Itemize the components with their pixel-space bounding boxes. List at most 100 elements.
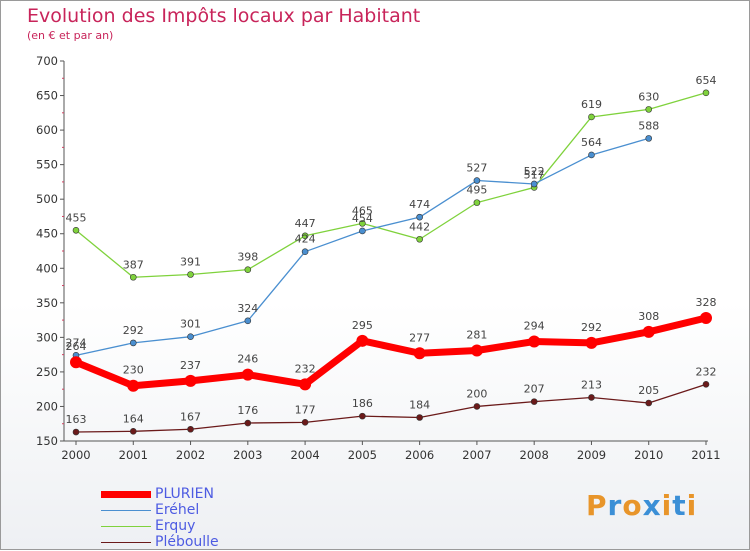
data-point-plurien bbox=[184, 374, 197, 387]
logo-letter: x bbox=[642, 489, 662, 522]
data-point-erquy bbox=[244, 266, 252, 273]
data-point-pleboulle bbox=[301, 419, 309, 426]
data-point-plurien bbox=[127, 379, 140, 392]
data-label-pleboulle: 205 bbox=[638, 384, 659, 397]
data-point-pleboulle bbox=[72, 428, 80, 436]
data-label-erquy: 447 bbox=[295, 217, 316, 230]
data-label-erquy: 465 bbox=[352, 204, 373, 217]
data-label-pleboulle: 164 bbox=[123, 412, 144, 425]
data-point-erquy bbox=[588, 113, 595, 121]
data-label-plurien: 246 bbox=[237, 353, 258, 366]
data-point-plurien bbox=[70, 356, 82, 369]
data-point-plurien bbox=[241, 368, 254, 381]
logo-letter: i bbox=[661, 489, 673, 522]
series-layer bbox=[70, 89, 712, 436]
y-tick-label: 550 bbox=[36, 158, 58, 172]
data-point-erquy bbox=[359, 220, 366, 227]
data-label-erehel: 324 bbox=[237, 302, 258, 315]
chart-subtitle: (en € et par an) bbox=[27, 29, 114, 42]
y-tick-label: 450 bbox=[36, 227, 58, 241]
legend-label-erehel: Eréhel bbox=[155, 502, 200, 518]
data-point-pleboulle bbox=[359, 412, 366, 420]
data-label-erehel: 424 bbox=[295, 233, 316, 246]
legend-item-erquy: Erquy bbox=[101, 518, 281, 535]
y-tick-label: 700 bbox=[36, 54, 58, 68]
data-point-erquy bbox=[702, 89, 710, 97]
data-label-erehel: 474 bbox=[409, 198, 430, 211]
data-label-pleboulle: 213 bbox=[581, 378, 602, 391]
data-label-erquy: 391 bbox=[180, 255, 201, 268]
data-label-pleboulle: 207 bbox=[524, 383, 545, 396]
data-point-erehel bbox=[244, 317, 252, 325]
x-tick-label: 2009 bbox=[577, 448, 606, 462]
data-label-plurien: 328 bbox=[696, 296, 717, 309]
data-label-pleboulle: 232 bbox=[696, 365, 717, 378]
logo-letter: r bbox=[607, 489, 623, 522]
data-label-erehel: 522 bbox=[524, 165, 545, 178]
data-label-erquy: 654 bbox=[696, 74, 717, 87]
proxiti-logo: Proxiti bbox=[586, 489, 697, 522]
data-label-pleboulle: 176 bbox=[237, 404, 258, 417]
data-point-erehel bbox=[473, 177, 481, 184]
data-label-erquy: 398 bbox=[237, 251, 258, 264]
logo-letter: P bbox=[586, 489, 608, 522]
data-point-plurien bbox=[356, 334, 369, 347]
y-tick-label: 250 bbox=[36, 365, 58, 379]
legend-label-plurien: PLURIEN bbox=[155, 486, 214, 502]
data-label-pleboulle: 186 bbox=[352, 397, 373, 410]
chart-legend: PLURIEN Eréhel Erquy Pléboulle bbox=[101, 486, 281, 551]
data-label-erehel: 527 bbox=[466, 162, 487, 175]
data-label-erehel: 301 bbox=[180, 318, 201, 331]
legend-swatch-plurien bbox=[101, 491, 151, 498]
data-label-erehel: 454 bbox=[352, 212, 373, 225]
data-point-plurien bbox=[528, 335, 541, 348]
data-label-erquy: 517 bbox=[524, 168, 545, 181]
data-point-erehel bbox=[416, 213, 423, 221]
data-label-plurien: 294 bbox=[524, 320, 545, 333]
data-point-pleboulle bbox=[702, 381, 710, 388]
data-point-erquy bbox=[187, 271, 194, 278]
data-point-erquy bbox=[129, 273, 137, 281]
data-labels-layer: 163 164 167 176 177 186 184 200 207 213 205 232 455 3… bbox=[66, 74, 717, 426]
data-point-plurien bbox=[642, 325, 655, 338]
data-point-pleboulle bbox=[187, 425, 194, 433]
x-tick-label: 2008 bbox=[520, 448, 549, 462]
data-point-plurien bbox=[470, 344, 483, 357]
data-label-pleboulle: 167 bbox=[180, 410, 201, 423]
data-label-plurien: 292 bbox=[581, 321, 602, 334]
series-line-pleboulle bbox=[75, 383, 707, 433]
y-tick-label: 350 bbox=[36, 296, 58, 310]
data-label-plurien: 308 bbox=[638, 310, 659, 323]
data-point-pleboulle bbox=[588, 394, 595, 401]
data-point-erehel bbox=[301, 248, 309, 255]
x-tick-label: 2000 bbox=[61, 448, 90, 462]
data-label-erehel: 292 bbox=[123, 324, 144, 337]
data-label-erquy: 495 bbox=[466, 184, 487, 197]
chart-axes: 150 200 250 300 350 400 450 500 550 600 650 700 2000… bbox=[36, 54, 721, 462]
x-tick-label: 2006 bbox=[405, 448, 434, 462]
data-label-pleboulle: 163 bbox=[66, 413, 87, 426]
data-point-pleboulle bbox=[129, 428, 137, 435]
x-tick-label: 2010 bbox=[634, 448, 663, 462]
data-label-erquy: 630 bbox=[638, 90, 659, 103]
y-tick-label: 500 bbox=[36, 192, 58, 206]
data-point-plurien bbox=[700, 312, 712, 325]
data-point-erquy bbox=[473, 199, 481, 206]
legend-swatch-erehel bbox=[101, 510, 151, 511]
data-point-erquy bbox=[301, 232, 309, 240]
x-tick-label: 2007 bbox=[462, 448, 491, 462]
data-point-erehel bbox=[530, 180, 538, 188]
legend-item-pleboulle: Pléboulle bbox=[101, 534, 281, 551]
legend-item-erehel: Eréhel bbox=[101, 502, 281, 519]
data-point-erquy bbox=[416, 235, 423, 243]
series-line-plurien bbox=[72, 314, 710, 390]
data-point-pleboulle bbox=[244, 419, 252, 427]
x-tick-label: 2011 bbox=[691, 448, 720, 462]
chart-title: Evolution des Impôts locaux par Habitant bbox=[27, 5, 421, 27]
y-tick-label: 300 bbox=[36, 330, 58, 344]
data-label-plurien: 230 bbox=[123, 364, 144, 377]
data-label-erquy: 387 bbox=[123, 258, 144, 271]
data-label-plurien: 237 bbox=[180, 359, 201, 372]
data-point-plurien bbox=[413, 347, 426, 360]
